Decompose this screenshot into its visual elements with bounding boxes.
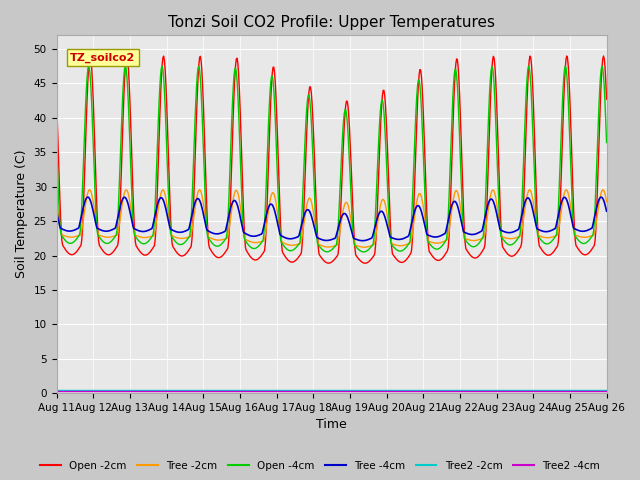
Tree -2cm <box>159 187 166 192</box>
Open -4cm <box>400 247 408 252</box>
Open -4cm <box>63 239 70 244</box>
Tree2 -2cm <box>175 387 183 393</box>
Tree2 -2cm <box>603 387 611 393</box>
Tree -4cm <box>205 228 212 234</box>
Tree -4cm <box>120 194 128 200</box>
Tree2 -4cm <box>63 388 70 394</box>
Tree2 -4cm <box>415 388 422 394</box>
Tree -2cm <box>416 191 424 196</box>
Tree2 -2cm <box>52 387 60 393</box>
Open -4cm <box>85 63 93 69</box>
Open -2cm <box>603 96 611 102</box>
Open -2cm <box>175 252 183 258</box>
Y-axis label: Soil Temperature (C): Soil Temperature (C) <box>15 150 28 278</box>
Tree2 -2cm <box>119 387 127 393</box>
Tree2 -2cm <box>204 387 212 393</box>
Tree -4cm <box>176 229 184 235</box>
Tree -2cm <box>205 234 212 240</box>
Tree -2cm <box>176 235 184 241</box>
Open -2cm <box>204 232 212 238</box>
Open -2cm <box>119 115 127 120</box>
Tree2 -2cm <box>415 387 422 393</box>
Text: TZ_soilco2: TZ_soilco2 <box>70 52 136 63</box>
Legend: Open -2cm, Tree -2cm, Open -4cm, Tree -4cm, Tree2 -2cm, Tree2 -4cm: Open -2cm, Tree -2cm, Open -4cm, Tree -4… <box>36 456 604 475</box>
Tree2 -4cm <box>52 388 60 394</box>
Open -4cm <box>360 249 367 255</box>
Line: Tree -2cm: Tree -2cm <box>56 190 607 247</box>
Open -4cm <box>416 82 424 88</box>
Open -4cm <box>176 241 184 247</box>
Title: Tonzi Soil CO2 Profile: Upper Temperatures: Tonzi Soil CO2 Profile: Upper Temperatur… <box>168 15 495 30</box>
Open -4cm <box>603 140 611 145</box>
Tree -4cm <box>52 208 60 214</box>
Tree -2cm <box>603 199 611 205</box>
Tree -4cm <box>358 238 366 243</box>
Tree -4cm <box>84 194 92 200</box>
Line: Open -2cm: Open -2cm <box>56 56 607 263</box>
Tree -2cm <box>400 242 408 248</box>
Tree2 -2cm <box>63 387 70 393</box>
X-axis label: Time: Time <box>316 419 347 432</box>
Tree -2cm <box>360 244 368 250</box>
Tree -2cm <box>119 196 127 202</box>
Open -2cm <box>399 259 407 265</box>
Open -2cm <box>600 53 607 59</box>
Tree -2cm <box>52 199 60 205</box>
Open -2cm <box>415 72 423 77</box>
Tree2 -4cm <box>175 388 183 394</box>
Tree -4cm <box>416 204 424 210</box>
Tree -4cm <box>400 236 408 241</box>
Tree2 -4cm <box>204 388 212 394</box>
Line: Open -4cm: Open -4cm <box>56 66 607 252</box>
Line: Tree -4cm: Tree -4cm <box>56 197 607 240</box>
Open -4cm <box>120 73 128 79</box>
Tree -2cm <box>63 234 70 240</box>
Tree2 -2cm <box>399 387 406 393</box>
Tree2 -4cm <box>119 388 127 394</box>
Tree -4cm <box>63 228 70 234</box>
Open -2cm <box>361 260 369 266</box>
Tree2 -4cm <box>399 388 406 394</box>
Tree -4cm <box>603 208 611 214</box>
Open -2cm <box>52 96 60 102</box>
Tree2 -4cm <box>603 388 611 394</box>
Open -4cm <box>205 236 212 241</box>
Open -2cm <box>63 248 70 254</box>
Open -4cm <box>52 140 60 145</box>
